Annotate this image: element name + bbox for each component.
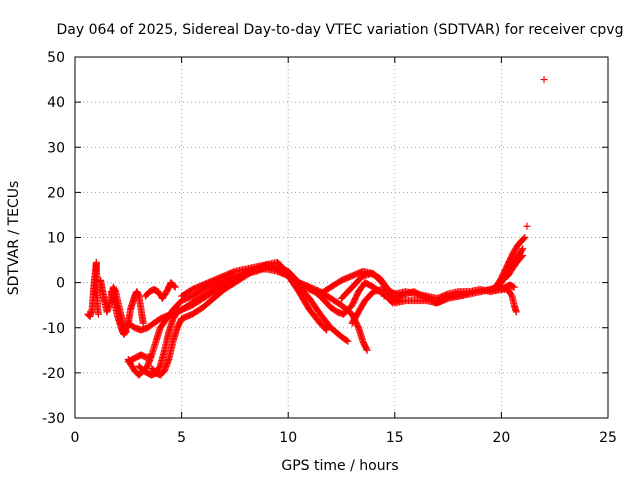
data-point bbox=[171, 283, 179, 291]
data-point bbox=[518, 253, 526, 261]
data-point bbox=[540, 76, 548, 84]
y-axis-label: SDTVAR / TECUs bbox=[6, 181, 22, 296]
x-axis-label: GPS time / hours bbox=[281, 458, 398, 474]
y-tick-label: -10 bbox=[42, 321, 65, 337]
y-tick-label: 10 bbox=[47, 231, 65, 247]
x-tick-label: 0 bbox=[71, 430, 80, 446]
data-point bbox=[518, 246, 526, 254]
plot-frame bbox=[74, 56, 609, 419]
data-point bbox=[94, 310, 102, 318]
y-tick-label: 0 bbox=[56, 276, 65, 292]
y-tick-label: 30 bbox=[47, 140, 65, 156]
data-point bbox=[139, 319, 147, 327]
data-point bbox=[519, 252, 527, 260]
data-point bbox=[363, 346, 371, 354]
y-tick-label: -30 bbox=[42, 411, 65, 427]
y-tick-label: 20 bbox=[47, 185, 65, 201]
data-point bbox=[322, 325, 330, 333]
data-points bbox=[84, 76, 548, 379]
data-point bbox=[344, 337, 352, 345]
data-point bbox=[523, 222, 531, 230]
data-point bbox=[512, 308, 520, 316]
data-point bbox=[170, 282, 178, 290]
x-tick-label: 15 bbox=[386, 430, 404, 446]
chart-title: Day 064 of 2025, Sidereal Day-to-day VTE… bbox=[57, 22, 624, 38]
data-point bbox=[510, 283, 518, 291]
x-tick-label: 5 bbox=[177, 430, 186, 446]
data-point bbox=[323, 326, 331, 334]
x-tick-label: 25 bbox=[599, 430, 617, 446]
data-point bbox=[362, 345, 370, 353]
data-point bbox=[519, 245, 527, 253]
x-tick-label: 20 bbox=[492, 430, 510, 446]
y-tick-label: 50 bbox=[47, 50, 65, 66]
data-point bbox=[520, 235, 528, 243]
data-point bbox=[521, 234, 529, 241]
y-tick-label: 40 bbox=[47, 95, 65, 111]
data-point bbox=[343, 336, 351, 344]
x-tick-label: 10 bbox=[279, 430, 297, 446]
y-tick-label: -20 bbox=[42, 366, 65, 382]
